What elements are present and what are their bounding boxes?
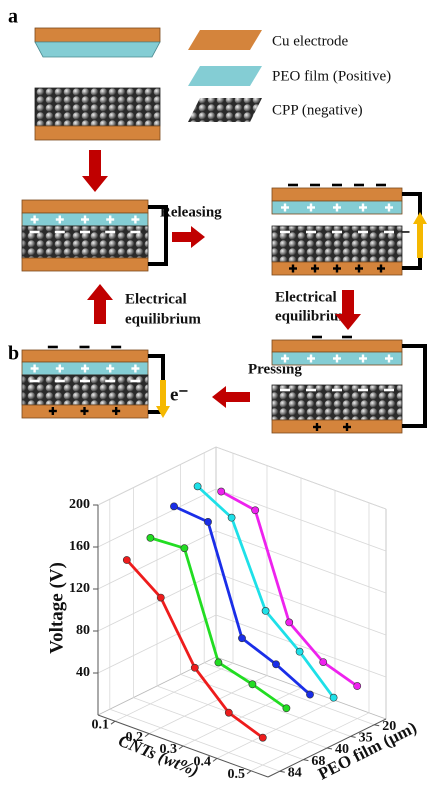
tick-mark (280, 771, 285, 772)
data-point (330, 694, 337, 701)
tick-mark (351, 736, 356, 737)
data-point (215, 659, 222, 666)
data-point (228, 514, 235, 521)
figure: a Cu electrode PEO film (Positive) CPP (… (0, 0, 436, 791)
data-point (225, 709, 232, 716)
arrow (212, 386, 250, 408)
legend-label: PEO film (Positive) (272, 68, 391, 84)
cpp-layer (35, 88, 160, 126)
layer (35, 28, 160, 42)
step-label: Electrical (125, 291, 187, 307)
tick-mark (145, 734, 149, 737)
panel-label: b (8, 343, 19, 365)
arrow (172, 226, 205, 248)
panel-a: a Cu electrode PEO film (Positive) CPP (… (8, 6, 427, 433)
data-point (170, 503, 177, 510)
layer (22, 258, 148, 271)
tick-mark (247, 771, 251, 774)
data-point (296, 648, 303, 655)
layer (22, 200, 148, 213)
legend-icon (188, 66, 262, 86)
layer (272, 340, 402, 352)
tick-mark (111, 721, 115, 724)
data-point (194, 483, 201, 490)
y-tick-label: 80 (76, 623, 90, 638)
data-point (306, 691, 313, 698)
step-label: Releasing (160, 204, 222, 220)
tick-mark (327, 748, 332, 749)
data-point (181, 545, 188, 552)
series-line (150, 538, 286, 708)
panel-label: a (8, 6, 18, 28)
legend-label: CPP (negative) (272, 102, 363, 118)
data-point (262, 607, 269, 614)
x-tick-label: 0.5 (228, 767, 246, 782)
tick-mark (374, 725, 379, 726)
legend-icon (188, 30, 262, 50)
data-point (286, 619, 293, 626)
layer (35, 126, 160, 140)
tick-mark (213, 758, 217, 761)
data-point (252, 507, 259, 514)
data-point (283, 705, 290, 712)
legend-icon (188, 98, 262, 122)
y-axis-label: Voltage (V) (46, 562, 67, 654)
layer (22, 350, 148, 362)
electron-label: e⁻ (170, 384, 188, 405)
legend-label: Cu electrode (272, 33, 349, 49)
data-point (191, 664, 198, 671)
data-point (204, 518, 211, 525)
data-point (272, 661, 279, 668)
data-point (320, 659, 327, 666)
tick-mark (179, 746, 183, 749)
arrow (413, 212, 427, 258)
data-point (157, 594, 164, 601)
arrow (87, 284, 113, 324)
y-tick-label: 200 (69, 497, 90, 512)
data-point (238, 635, 245, 642)
data-point (147, 534, 154, 541)
data-point (249, 681, 256, 688)
cpp-layer (22, 375, 148, 405)
data-point (123, 556, 130, 563)
data-point (354, 682, 361, 689)
data-point (259, 734, 266, 741)
y-tick-label: 40 (76, 665, 90, 680)
tick-mark (303, 760, 308, 761)
arrow (82, 150, 108, 192)
x-tick-label: 0.1 (92, 717, 110, 732)
y-tick-label: 120 (69, 581, 90, 596)
layer (35, 42, 160, 57)
layer (272, 188, 402, 201)
layer (272, 420, 402, 433)
step-label: Electrical (275, 289, 337, 305)
wire (402, 346, 425, 426)
z-axis-label: PEO film (μm) (315, 718, 420, 784)
data-point (218, 488, 225, 495)
step-label: equilibrium (125, 311, 201, 327)
z-tick-label: 84 (288, 765, 302, 780)
y-tick-label: 160 (69, 539, 90, 554)
series-line (221, 492, 357, 687)
